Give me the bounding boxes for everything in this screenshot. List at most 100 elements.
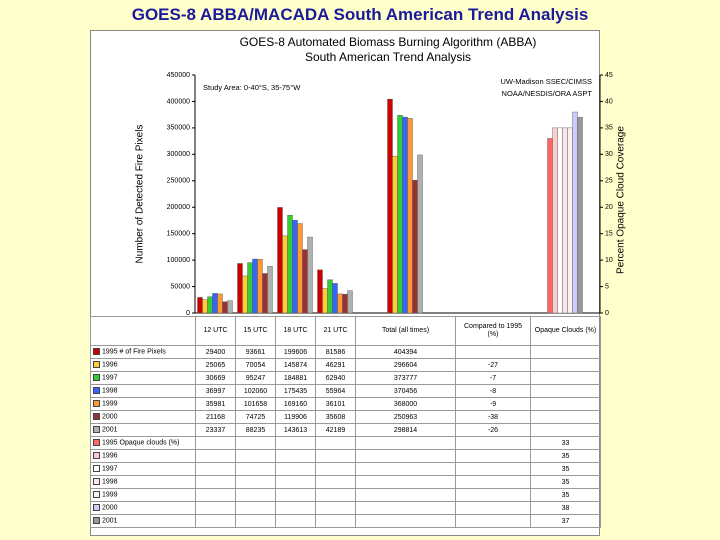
legend-entry: 1996	[90, 449, 196, 463]
table-cell	[530, 371, 601, 385]
y2-tick-label: 35	[605, 125, 613, 132]
table-cell: 169160	[275, 397, 316, 411]
table-cell: -38	[455, 410, 531, 424]
legend-swatch	[93, 413, 100, 421]
legend-label: 1999	[102, 400, 118, 408]
bar	[242, 275, 248, 314]
legend-swatch	[93, 426, 100, 434]
table-cell	[235, 436, 276, 450]
table-cell: 35	[530, 488, 601, 502]
table-cell: 35608	[315, 410, 356, 424]
table-cell: 88235	[235, 423, 276, 437]
table-row: 2000 21168 74725 119906 35608 250963 -38	[90, 410, 601, 424]
table-cell	[195, 449, 236, 463]
table-cell: 70054	[235, 358, 276, 372]
legend-swatch	[93, 374, 100, 382]
table-row: 1995 # of Fire Pixels 29400 93661 199606 815…	[90, 345, 601, 359]
legend-entry: 1995 Opaque clouds (%)	[90, 436, 196, 450]
table-cell	[235, 475, 276, 489]
bar	[417, 154, 423, 314]
table-cell: 81586	[315, 345, 356, 359]
table-cell: 25065	[195, 358, 236, 372]
legend-swatch	[93, 361, 100, 369]
legend-label: 1996	[102, 452, 118, 460]
table-cell: 74725	[235, 410, 276, 424]
legend-swatch	[93, 452, 100, 460]
table-cell: -27	[455, 358, 531, 372]
y2-tick-label: 40	[605, 98, 613, 105]
table-cell	[275, 488, 316, 502]
table-cell	[235, 501, 276, 515]
annotation: UW-Madison SSEC/CIMSS	[500, 77, 592, 86]
table-cell	[315, 475, 356, 489]
table-cell	[455, 462, 531, 476]
table-cell: 38	[530, 501, 601, 515]
table-cell: -9	[455, 397, 531, 411]
y2-tick-label: 30	[605, 151, 613, 158]
legend-entry: 1997	[90, 371, 196, 385]
y2-axis-title: Percent Opaque Cloud Coverage	[616, 126, 627, 274]
bar	[302, 249, 308, 314]
bar	[237, 263, 243, 314]
table-cell: 18 UTC	[275, 316, 316, 346]
table-cell: Opaque Clouds (%)	[530, 316, 601, 346]
y-tick-label: 400000	[167, 98, 190, 105]
table-cell: -8	[455, 384, 531, 398]
table-cell: 30669	[195, 371, 236, 385]
table-cell: 296604	[355, 358, 456, 372]
y-tick-label: 300000	[167, 151, 190, 158]
y-tick-label: 0	[186, 310, 190, 317]
legend-label: 1997	[102, 465, 118, 473]
bar	[197, 297, 203, 314]
bar	[317, 269, 323, 314]
table-row: 1998 35	[90, 475, 601, 489]
table-cell: 46291	[315, 358, 356, 372]
table-row: 1998 36997 102060 175435 55964 370456 -8	[90, 384, 601, 398]
y2-tick-label: 25	[605, 178, 613, 185]
chart-title: GOES-8 Automated Biomass Burning Algorit…	[240, 35, 537, 49]
table-cell: 12 UTC	[195, 316, 236, 346]
legend-entry: 2001	[90, 514, 196, 528]
bar	[407, 118, 413, 314]
table-cell: 15 UTC	[235, 316, 276, 346]
bar	[412, 180, 418, 314]
y2-tick-label: 15	[605, 231, 613, 238]
table-cell	[195, 501, 236, 515]
table-cell	[315, 488, 356, 502]
bar	[252, 258, 258, 314]
table-row: 2001 37	[90, 514, 601, 528]
cloud-bar	[562, 127, 568, 314]
data-table: 12 UTC 15 UTC 18 UTC 21 UTC Total (all times…	[90, 316, 601, 528]
table-row: 1996 25065 70054 145874 46291 296604 -27	[90, 358, 601, 372]
table-cell: 404394	[355, 345, 456, 359]
table-cell: 36101	[315, 397, 356, 411]
legend-entry: 1996	[90, 358, 196, 372]
legend-label: 2000	[102, 504, 118, 512]
y-tick-label: 150000	[167, 231, 190, 238]
table-cell	[455, 436, 531, 450]
table-cell: -7	[455, 371, 531, 385]
cloud-bar	[552, 127, 558, 314]
table-row: 12 UTC 15 UTC 18 UTC 21 UTC Total (all times…	[90, 316, 601, 346]
table-cell: 145874	[275, 358, 316, 372]
table-cell	[455, 514, 531, 528]
table-cell	[315, 501, 356, 515]
y-tick-label: 100000	[167, 257, 190, 264]
legend-swatch	[93, 439, 100, 447]
table-cell	[355, 436, 456, 450]
bar	[332, 283, 338, 314]
table-cell	[355, 449, 456, 463]
table-cell	[530, 423, 601, 437]
table-cell: Total (all times)	[355, 316, 456, 346]
table-cell	[355, 514, 456, 528]
legend-entry: 2001	[90, 423, 196, 437]
bar	[337, 293, 343, 314]
legend-label: 1997	[102, 374, 118, 382]
bar	[212, 293, 218, 314]
table-cell	[530, 358, 601, 372]
annotation: NOAA/NESDIS/ORA ASPT	[502, 89, 593, 98]
table-cell: Compared to 1995 (%)	[455, 316, 531, 346]
legend-label: 1998	[102, 387, 118, 395]
table-row: 1999 35981 101658 169160 36101 368000 -9	[90, 397, 601, 411]
